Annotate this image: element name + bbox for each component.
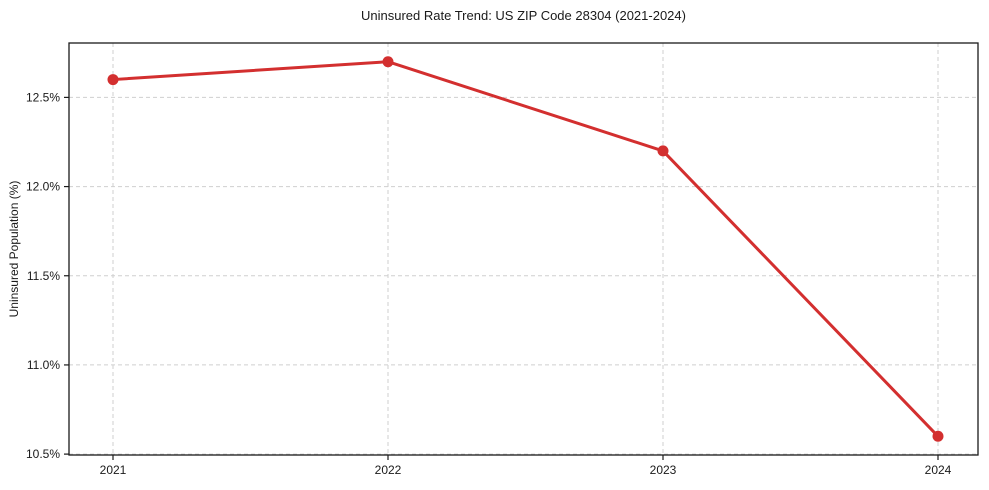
y-tick-label: 11.5% xyxy=(27,269,60,283)
data-point-marker xyxy=(107,74,119,86)
x-tick-label: 2024 xyxy=(925,463,952,477)
y-tick-label: 10.5% xyxy=(26,447,60,461)
y-tick-label: 12.5% xyxy=(26,90,60,104)
data-point-marker xyxy=(657,145,669,157)
data-point-marker xyxy=(382,56,394,68)
y-tick-label: 11.0% xyxy=(27,358,60,372)
x-tick-label: 2023 xyxy=(650,463,677,477)
chart-title: Uninsured Rate Trend: US ZIP Code 28304 … xyxy=(361,8,686,23)
x-tick-label: 2022 xyxy=(375,463,402,477)
data-point-marker xyxy=(932,430,944,442)
y-tick-label: 12.0% xyxy=(26,180,60,194)
plot-frame xyxy=(68,42,979,456)
x-tick-label: 2021 xyxy=(100,463,127,477)
trend-line xyxy=(111,60,940,438)
